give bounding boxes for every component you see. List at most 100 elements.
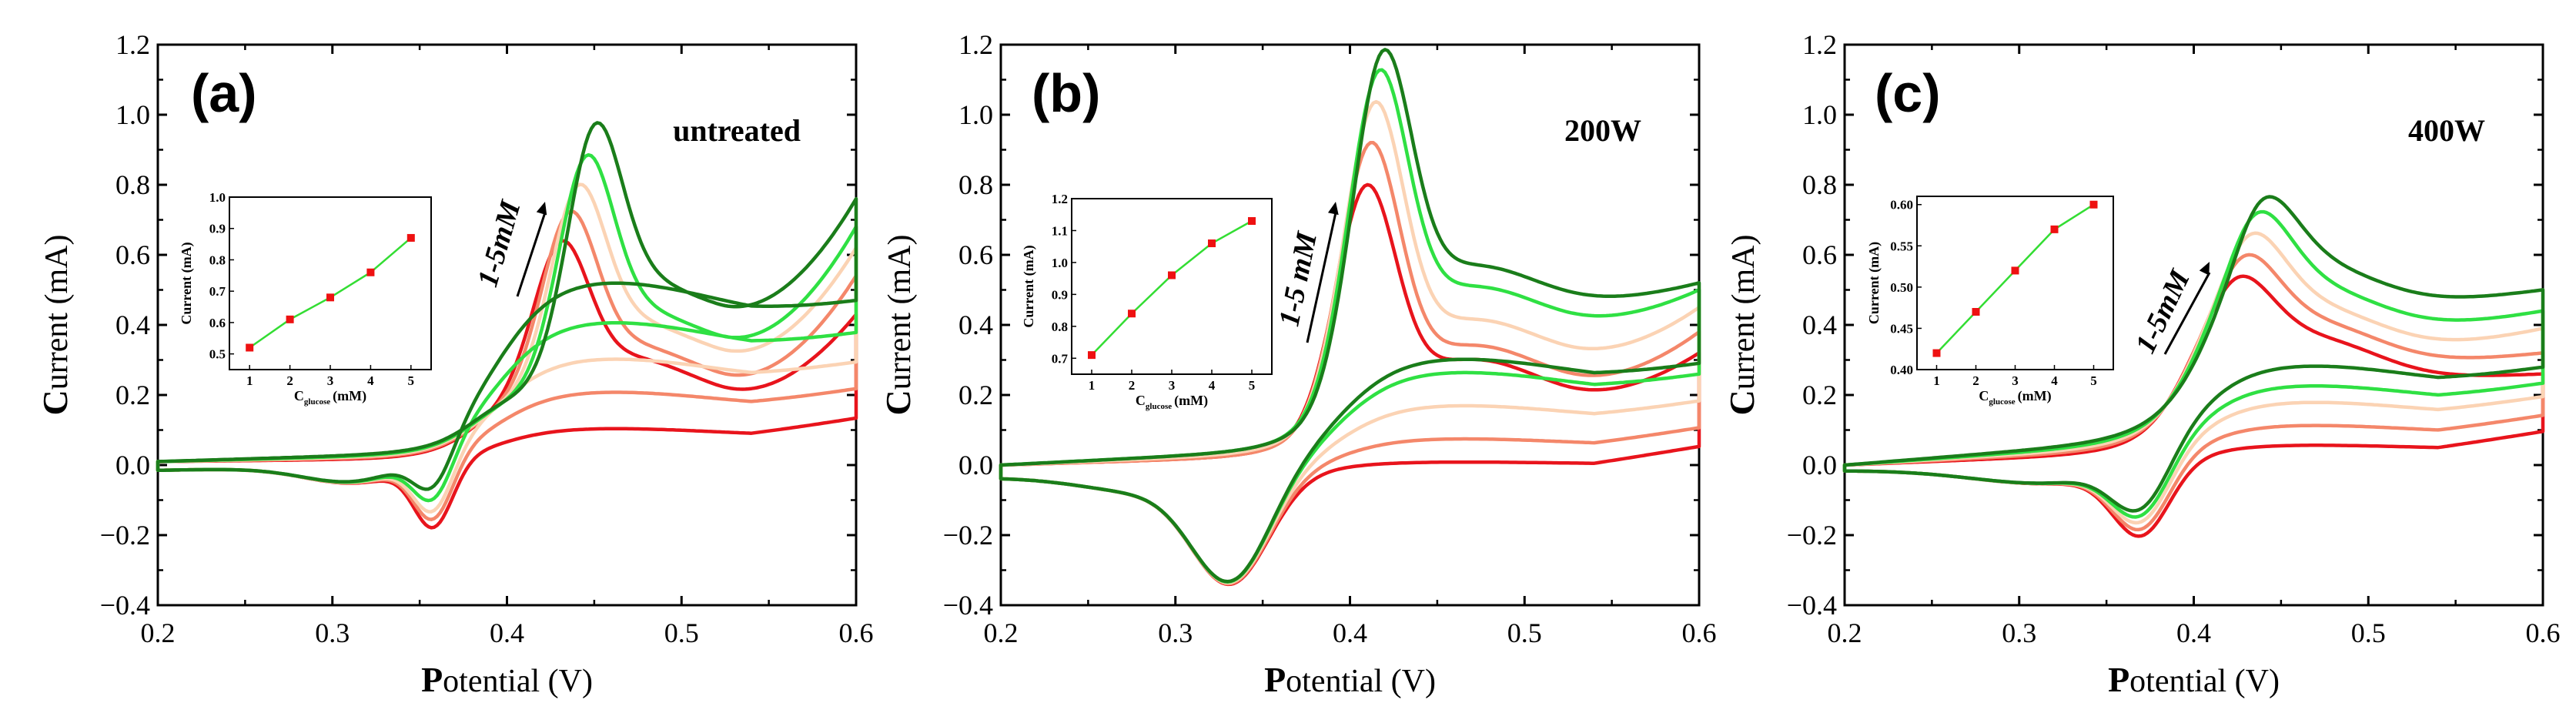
inset-x-label-sub: glucose (1989, 397, 2015, 407)
inset-y-tick-label: 1.2 (1052, 192, 1068, 206)
y-tick-label: 0.8 (958, 169, 993, 200)
y-tick-label: 0.6 (958, 239, 993, 270)
y-axis-label-rest: urrent (mA) (39, 235, 75, 390)
cv-curve-5mM (156, 121, 858, 491)
y-tick-label: −0.2 (943, 520, 993, 551)
inset-y-label: Current (mA) (1866, 242, 1882, 324)
inset-data-point (326, 293, 334, 302)
inset-x-tick-label: 1 (1933, 373, 1940, 388)
y-axis-label: Current (mA) (35, 235, 75, 416)
inset-data-point (246, 343, 254, 352)
condition-label: 200W (1564, 113, 1641, 148)
arrow-head (536, 202, 547, 216)
x-axis-label-initial: P (2108, 660, 2129, 699)
inset-data-point (1248, 217, 1256, 226)
condition-label: 400W (2408, 113, 2485, 148)
concentration-arrow (1306, 212, 1337, 343)
y-axis-label: Current (mA) (878, 235, 918, 416)
x-axis-label-rest: otential (V) (2129, 664, 2280, 699)
y-axis-label: Current (mA) (1722, 235, 1761, 416)
inset-x-tick-label: 2 (286, 373, 293, 388)
x-axis-label: Potential (V) (421, 660, 593, 699)
x-tick-label: 0.6 (839, 618, 874, 648)
inset-y-tick-label: 1.0 (209, 190, 226, 205)
inset-y-tick-label: 0.9 (209, 222, 226, 236)
y-tick-label: 0.4 (958, 310, 993, 340)
concentration-range-label: 1-5 mM (1273, 229, 1323, 330)
inset-x-tick-label: 3 (327, 373, 334, 388)
y-tick-label: 1.2 (1802, 29, 1837, 60)
x-axis-label: Potential (V) (2108, 660, 2280, 699)
inset-x-label-main: C (1979, 388, 1989, 403)
inset-x-tick-label: 4 (367, 373, 374, 388)
inset-y-tick-label: 0.7 (209, 284, 226, 299)
x-axis-label-initial: P (421, 660, 443, 699)
y-tick-label: −0.4 (1787, 590, 1837, 621)
panel-label: (a) (191, 63, 257, 123)
x-tick-label: 0.4 (2176, 618, 2211, 648)
x-tick-label: 0.2 (141, 618, 176, 648)
concentration-range-label: 1-5mM (471, 196, 527, 290)
inset-y-tick-label: 0.8 (1052, 320, 1068, 334)
inset-y-tick-label: 1.0 (1052, 256, 1068, 270)
cv-curve-5mM (1842, 195, 2545, 513)
inset-x-label-sub: glucose (304, 397, 330, 407)
cv-curves (999, 48, 1701, 587)
y-tick-label: −0.4 (943, 590, 993, 621)
arrow-head (2199, 262, 2210, 276)
inset-y-label: Current (mA) (1021, 245, 1037, 327)
inset-y-label: Current (mA) (179, 242, 195, 324)
y-tick-label: 0.2 (115, 380, 150, 410)
inset-x-tick-label: 5 (408, 373, 415, 388)
inset-data-point (1128, 310, 1136, 318)
cv-curves (156, 121, 858, 530)
y-tick-label: 0.4 (115, 310, 150, 340)
y-tick-label: 0.0 (115, 450, 150, 480)
concentration-arrow (516, 212, 547, 297)
inset-x-label-main: C (294, 388, 304, 403)
y-axis-label-rest: urrent (mA) (882, 235, 918, 390)
inset-x-label: Cglucose (mM) (1979, 388, 2051, 407)
inset-frame (229, 196, 432, 370)
y-tick-label: 1.2 (115, 29, 150, 60)
inset-x-tick-label: 5 (1249, 378, 1256, 393)
x-tick-label: 0.2 (1828, 618, 1862, 648)
inset-y-tick-label: 0.9 (1052, 287, 1068, 302)
inset-y-tick-label: 0.6 (209, 316, 226, 330)
inset-x-label-unit: (mM) (333, 388, 366, 404)
inset-x-tick-label: 1 (1089, 378, 1096, 393)
cv-curve-5mM (999, 48, 1701, 584)
x-tick-label: 0.3 (1158, 618, 1193, 648)
panel-2: 0.2 0.3 0.4 0.5 0.6 −0.4 −0.2 0.0 0.2 0.4 0.6 0.8 1.… (878, 29, 1717, 699)
inset-x-label-sub: glucose (1146, 402, 1172, 411)
inset-x-label-unit: (mM) (2018, 388, 2052, 404)
x-tick-label: 0.5 (664, 618, 699, 648)
inset-y-tick-label: 0.40 (1890, 363, 1913, 377)
x-axis-label-rest: otential (V) (1286, 664, 1436, 699)
inset-y-tick-label: 0.60 (1890, 198, 1913, 213)
inset-y-tick-label: 1.1 (1052, 223, 1068, 238)
inset-y-tick-label: 0.8 (209, 253, 226, 267)
x-tick-label: 0.2 (984, 618, 1019, 648)
y-tick-label: 1.2 (958, 29, 993, 60)
y-tick-label: 1.0 (1802, 99, 1837, 130)
y-tick-label: 0.8 (115, 169, 150, 200)
y-tick-label: 0.2 (1802, 380, 1837, 410)
y-tick-label: 0.0 (1802, 450, 1837, 480)
inset-frame (1071, 198, 1273, 375)
inset-x-label-unit: (mM) (1174, 393, 1208, 409)
x-tick-label: 0.3 (2002, 618, 2036, 648)
inset-y-tick-label: 0.55 (1890, 239, 1913, 253)
panel-3: 0.2 0.3 0.4 0.5 0.6 −0.4 −0.2 0.0 0.2 0.4 0.6 0.8 1.… (1722, 29, 2561, 699)
inset-data-point (2050, 225, 2059, 233)
inset-chart: 1 2 3 4 5 0.7 0.8 0.9 1.0 1.1 1.2 Cglucose (mM) Curre… (1021, 192, 1273, 411)
y-tick-label: 1.0 (958, 99, 993, 130)
inset-chart: 1 2 3 4 5 0.5 0.6 0.7 0.8 0.9 1.0 Cglucose (mM) Curre… (179, 190, 432, 407)
inset-x-tick-label: 1 (246, 373, 253, 388)
x-tick-label: 0.6 (1682, 618, 1717, 648)
inset-x-tick-label: 4 (2051, 373, 2058, 388)
x-tick-label: 0.5 (2351, 618, 2386, 648)
cv-curves (1842, 195, 2545, 538)
inset-data-point (1972, 308, 1980, 316)
